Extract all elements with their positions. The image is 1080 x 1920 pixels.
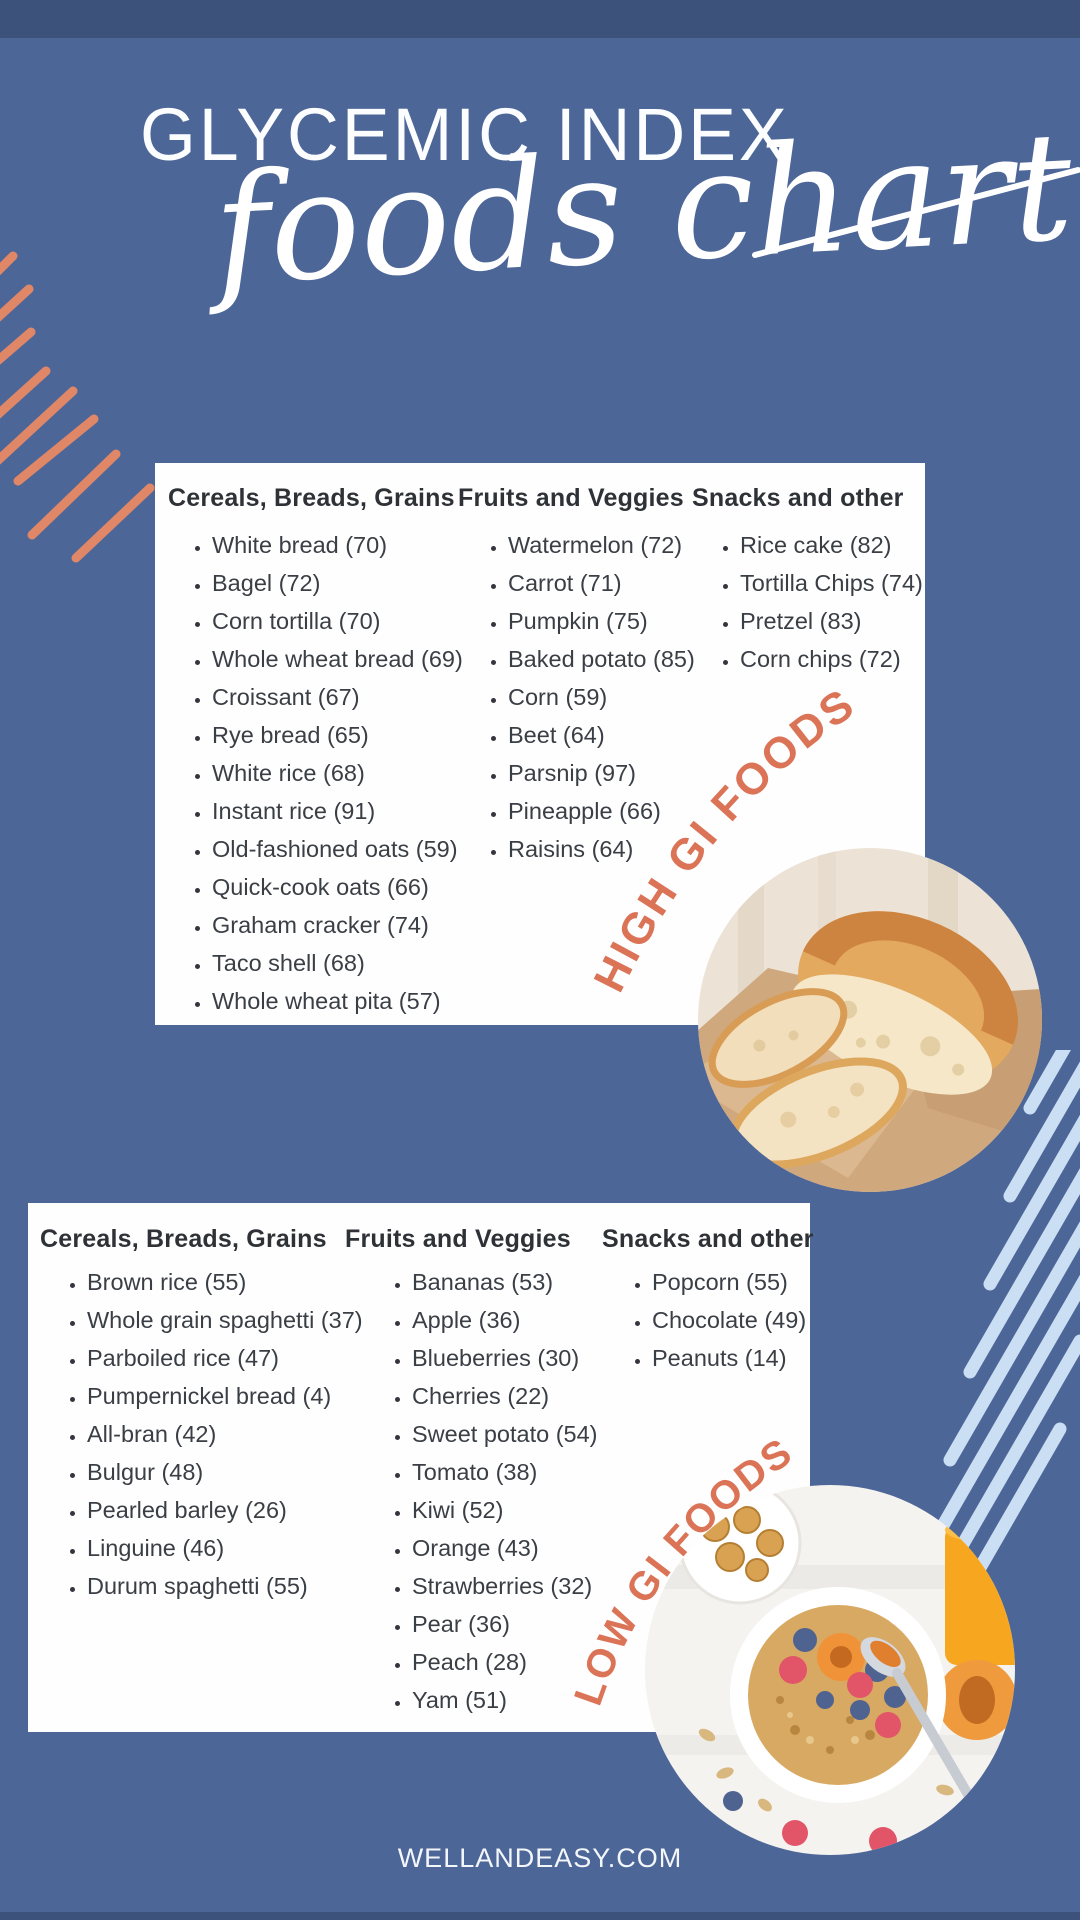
high-gi-column-header-fruits: Fruits and Veggies [458,484,684,512]
low-gi-cereal-photo [645,1485,1015,1855]
food-item: Orange (43) [412,1529,598,1567]
website-footer: WELLANDEASY.COM [397,1843,683,1873]
food-item: Old-fashioned oats (59) [212,830,463,868]
food-item: Pretzel (83) [740,602,923,640]
food-item: Pear (36) [412,1605,598,1643]
low-gi-column-header-fruits: Fruits and Veggies [345,1225,571,1253]
food-item: Chocolate (49) [652,1301,806,1339]
top-band [0,0,1080,38]
food-item: Popcorn (55) [652,1263,806,1301]
food-item: Linguine (46) [87,1529,363,1567]
food-item: Bagel (72) [212,564,463,602]
food-item: Blueberries (30) [412,1339,598,1377]
food-item: White bread (70) [212,526,463,564]
food-item: Rye bread (65) [212,716,463,754]
food-item: Strawberries (32) [412,1567,598,1605]
food-item: Baked potato (85) [508,640,695,678]
low-gi-column-header-cereals: Cereals, Breads, Grains [40,1225,327,1253]
food-item: Watermelon (72) [508,526,695,564]
food-item: Pumpkin (75) [508,602,695,640]
low-gi-column-header-snacks: Snacks and other [602,1225,814,1253]
food-item: Parsnip (97) [508,754,695,792]
food-item: Cherries (22) [412,1377,598,1415]
food-item: Graham cracker (74) [212,906,463,944]
food-item: Pumpernickel bread (4) [87,1377,363,1415]
food-item: Yam (51) [412,1681,598,1719]
food-item: Rice cake (82) [740,526,923,564]
food-item: Tomato (38) [412,1453,598,1491]
food-item: Whole grain spaghetti (37) [87,1301,363,1339]
orange-stripes-decoration [0,251,155,563]
high-gi-column-header-cereals: Cereals, Breads, Grains [168,484,455,512]
high-gi-card: Cereals, Breads, Grains Fruits and Veggi… [155,463,925,1025]
bread-illustration [698,848,1042,1192]
food-item: Kiwi (52) [412,1491,598,1529]
food-item: Pearled barley (26) [87,1491,363,1529]
food-item: Beet (64) [508,716,695,754]
food-item: Quick-cook oats (66) [212,868,463,906]
food-item: Parboiled rice (47) [87,1339,363,1377]
food-item: White rice (68) [212,754,463,792]
food-item: Whole wheat pita (57) [212,982,463,1020]
high-gi-bread-photo [698,848,1042,1192]
food-item: Whole wheat bread (69) [212,640,463,678]
low-gi-fruits-list: Bananas (53)Apple (36)Blueberries (30)Ch… [28,1263,598,1719]
food-item: Carrot (71) [508,564,695,602]
high-gi-fruits-list: Watermelon (72)Carrot (71)Pumpkin (75)Ba… [155,526,695,868]
food-item: Durum spaghetti (55) [87,1567,363,1605]
cereal-bowl-illustration [645,1485,1015,1855]
food-item: Bananas (53) [412,1263,598,1301]
low-gi-snacks-list: Popcorn (55)Chocolate (49)Peanuts (14) [28,1263,806,1377]
food-item: Peanuts (14) [652,1339,806,1377]
food-item: Brown rice (55) [87,1263,363,1301]
food-item: Peach (28) [412,1643,598,1681]
bottom-band [0,1912,1080,1920]
food-item: Sweet potato (54) [412,1415,598,1453]
food-item: Pineapple (66) [508,792,695,830]
food-item: Corn chips (72) [740,640,923,678]
food-item: Raisins (64) [508,830,695,868]
high-gi-column-header-snacks: Snacks and other [692,484,904,512]
food-item: Instant rice (91) [212,792,463,830]
low-gi-cereals-list: Brown rice (55)Whole grain spaghetti (37… [28,1263,363,1605]
food-item: All-bran (42) [87,1415,363,1453]
food-item: Croissant (67) [212,678,463,716]
food-item: Corn tortilla (70) [212,602,463,640]
high-gi-cereals-list: White bread (70)Bagel (72)Corn tortilla … [155,526,463,1020]
food-item: Corn (59) [508,678,695,716]
food-item: Taco shell (68) [212,944,463,982]
page-title: GLYCEMIC INDEX [140,93,790,176]
food-item: Tortilla Chips (74) [740,564,923,602]
food-item: Bulgur (48) [87,1453,363,1491]
food-item: Apple (36) [412,1301,598,1339]
high-gi-snacks-list: Rice cake (82)Tortilla Chips (74)Pretzel… [155,526,923,678]
